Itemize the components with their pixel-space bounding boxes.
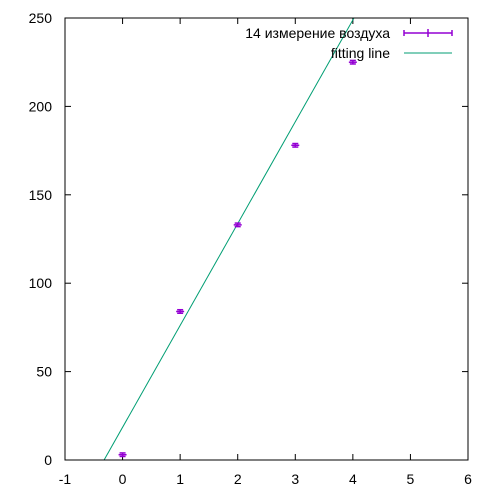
y-tick-label: 50	[36, 364, 52, 380]
plot-frame	[64, 17, 469, 461]
x-tick-label: 4	[349, 471, 357, 487]
axis-ticks: -1 0 1 2 3 4 5 6 0 50 100 150 200 250	[29, 10, 472, 487]
fit-line	[103, 18, 355, 460]
data-point	[233, 222, 242, 228]
y-tick-label: 200	[29, 98, 53, 114]
data-point	[291, 142, 300, 148]
y-tick-label: 150	[29, 187, 53, 203]
x-tick-label: 2	[234, 471, 242, 487]
x-tick-label: 6	[464, 471, 472, 487]
y-tick-label: 0	[44, 452, 52, 468]
data-point	[176, 308, 185, 315]
data-point	[118, 452, 127, 458]
x-tick-label: -1	[59, 471, 72, 487]
x-tick-label: 3	[291, 471, 299, 487]
legend: 14 измерение воздуха fitting line	[245, 25, 453, 61]
y-tick-label: 250	[29, 10, 53, 26]
legend-label: 14 измерение воздуха	[245, 25, 390, 41]
y-tick-label: 100	[29, 275, 53, 291]
fit-line-layer	[103, 18, 355, 460]
x-tick-label: 0	[119, 471, 127, 487]
x-tick-label: 5	[407, 471, 415, 487]
data-points-layer	[118, 59, 357, 458]
data-point	[348, 59, 357, 65]
legend-label: fitting line	[331, 45, 390, 61]
x-tick-label: 1	[176, 471, 184, 487]
